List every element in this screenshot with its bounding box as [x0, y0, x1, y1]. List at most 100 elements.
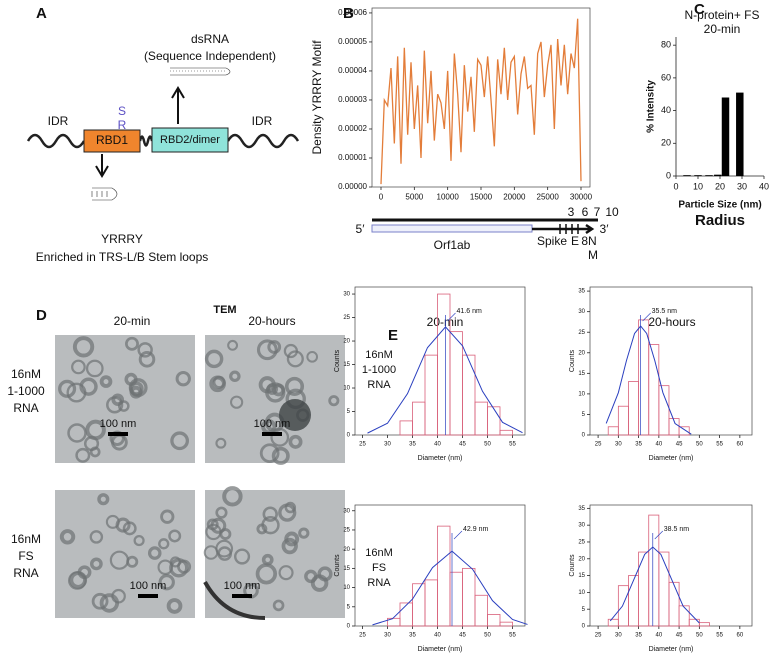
- x-axis-label: Diameter (nm): [418, 646, 463, 653]
- scale-bar: [138, 594, 158, 598]
- particle: [256, 523, 268, 535]
- particle: [209, 375, 226, 393]
- y-tick-label: 35: [578, 506, 585, 512]
- histogram-bar: [607, 618, 619, 627]
- x-tick-label: 55: [716, 441, 723, 447]
- x-tick-label: 45: [676, 441, 683, 447]
- x-tick-label: 20: [715, 182, 725, 192]
- x-axis-label: Particle Size (nm): [678, 200, 761, 211]
- y-tick-label: 60: [661, 72, 671, 82]
- y-tick-label: 10: [343, 585, 350, 591]
- bar: [683, 175, 691, 176]
- y-tick-label: 5: [582, 412, 586, 418]
- particle: [304, 569, 318, 584]
- particle: [210, 517, 227, 534]
- genome-map: 5′ 3′ Orf1ab Spike 3 6 7 10 E 8N M: [356, 205, 619, 262]
- y-tick-label: 15: [578, 573, 585, 579]
- x-axis-note: Radius: [695, 212, 745, 229]
- particle: [265, 382, 286, 403]
- x-tick-label: 25: [359, 441, 366, 447]
- particle: [278, 503, 297, 522]
- fit-label: 41.6 nm: [457, 308, 482, 315]
- histogram-bar: [412, 401, 426, 436]
- histogram-bar: [399, 602, 413, 627]
- arrow: [95, 154, 109, 178]
- row-label: RNA: [13, 401, 38, 415]
- x-tick-label: 30000: [570, 193, 593, 202]
- particle: [97, 493, 110, 506]
- y-tick-label: 10: [578, 590, 585, 596]
- histogram-bar: [474, 401, 488, 436]
- y-axis-label: Counts: [334, 349, 341, 372]
- arrow: [171, 86, 185, 124]
- y-tick-label: 30: [578, 309, 585, 315]
- rbd2-box: [151, 127, 229, 153]
- x-axis-label: Diameter (nm): [649, 455, 694, 462]
- particle: [281, 537, 298, 555]
- histogram-bar: [607, 426, 619, 436]
- label: Orf1ab: [434, 238, 471, 252]
- y-tick-label: 30: [343, 292, 350, 298]
- histogram-bar: [487, 406, 501, 436]
- x-tick-label: 55: [716, 632, 723, 638]
- y-tick-label: 0.00001: [338, 153, 367, 162]
- x-tick-label: 30: [615, 441, 622, 447]
- x-tick-label: 30: [384, 441, 391, 447]
- histogram-bar: [462, 354, 476, 436]
- particle: [137, 342, 153, 358]
- row-label: 16nM: [365, 547, 393, 559]
- particle: [160, 509, 175, 524]
- particle: [261, 553, 274, 566]
- histogram-bar: [668, 581, 680, 627]
- particle: [177, 559, 192, 574]
- label: Enriched in TRS-L/B Stem loops: [36, 250, 209, 264]
- particle: [105, 514, 120, 529]
- column-label: 20-min: [114, 314, 151, 328]
- bar: [714, 174, 722, 176]
- rbd1-box: [83, 129, 141, 153]
- histogram-bar: [449, 331, 463, 436]
- histogram-bar: [499, 429, 513, 436]
- data-line: [380, 18, 582, 185]
- y-tick-label: 0: [347, 624, 351, 630]
- particle: [129, 385, 143, 399]
- fit-label: 42.9 nm: [463, 526, 488, 533]
- scale-bar-label: 100 nm: [254, 418, 291, 430]
- histogram-bar: [424, 579, 438, 627]
- histogram-bar: [617, 405, 629, 436]
- particle: [111, 588, 126, 604]
- y-tick-label: 0: [582, 433, 586, 439]
- row-label: 16nM: [365, 349, 393, 361]
- x-tick-label: 40: [434, 441, 441, 447]
- idr-wave: [226, 133, 300, 149]
- domain-diagram: dsRNA (Sequence Independent) IDR RBD1 S …: [26, 32, 300, 264]
- histogram-bar: [658, 551, 670, 627]
- particle: [58, 379, 77, 398]
- fit-label: 35.5 nm: [652, 308, 677, 315]
- x-tick-label: 30: [615, 632, 622, 638]
- y-tick-label: 20: [343, 547, 350, 553]
- particle: [215, 506, 228, 519]
- x-tick-label: 25: [595, 632, 602, 638]
- x-tick-label: 35: [409, 632, 416, 638]
- x-tick-label: 10: [693, 182, 703, 192]
- y-tick-label: 35: [578, 289, 585, 295]
- particle: [168, 529, 182, 543]
- y-tick-label: 20: [343, 339, 350, 345]
- y-axis-label: % Intensity: [646, 80, 657, 133]
- x-tick-label: 50: [696, 441, 703, 447]
- histogram-bar: [698, 622, 710, 627]
- y-tick-label: 0: [666, 170, 671, 180]
- x-tick-label: 5000: [405, 193, 423, 202]
- particle: [72, 336, 95, 358]
- x-tick-label: 40: [656, 632, 663, 638]
- chart: 25 30 35 40 45 50 55 60 0 5 10 15 20 25 30 35 Counts Diam…: [569, 504, 753, 653]
- panel-label: D: [36, 307, 47, 324]
- particle: [278, 565, 294, 581]
- chart-title: N-protein+ FS: [684, 8, 759, 22]
- bar: [736, 92, 744, 176]
- y-tick-label: 20: [578, 556, 585, 562]
- y-tick-label: 30: [578, 523, 585, 529]
- histogram-bar: [678, 605, 690, 627]
